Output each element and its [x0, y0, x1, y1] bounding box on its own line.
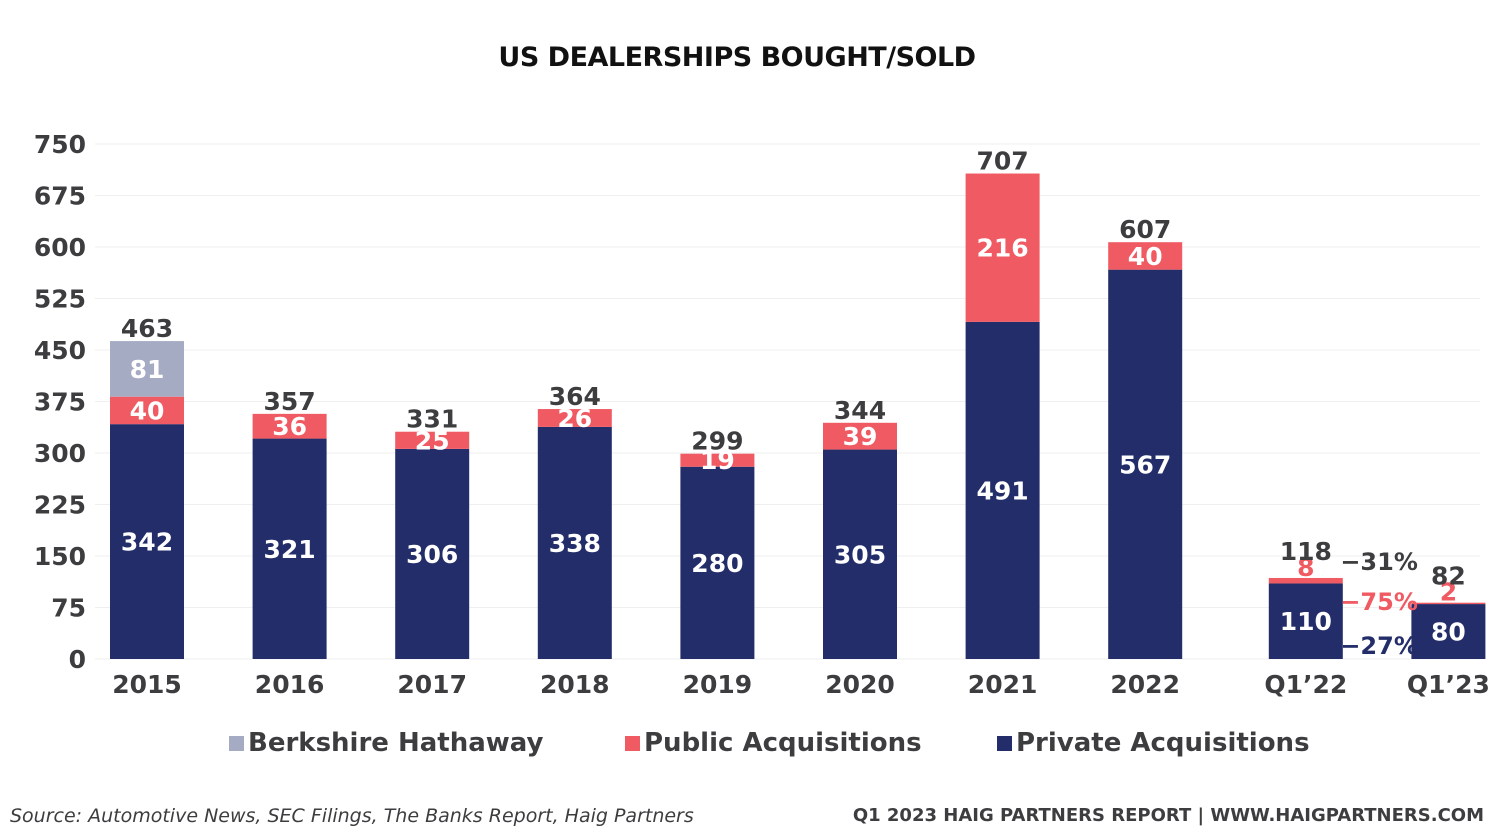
data-label: 19 — [700, 446, 735, 475]
data-label: 338 — [549, 529, 601, 558]
x-tick-label: 2015 — [112, 670, 182, 699]
data-label: 280 — [691, 549, 743, 578]
y-tick-label: 150 — [34, 542, 86, 571]
data-label: 8 — [1297, 553, 1314, 582]
x-tick-label: 2020 — [825, 670, 895, 699]
data-label: 567 — [1119, 450, 1171, 479]
legend-item-berkshire: Berkshire Hathaway — [229, 728, 543, 758]
total-label: 299 — [691, 427, 743, 456]
bar-private-acquisitions — [1108, 269, 1183, 659]
data-label: 81 — [130, 355, 165, 384]
bar-private-acquisitions — [965, 321, 1040, 659]
total-label: 357 — [264, 387, 316, 416]
y-tick-label: 450 — [34, 336, 86, 365]
x-tick-label: 2019 — [683, 670, 753, 699]
total-label: 364 — [549, 382, 601, 411]
data-label: 80 — [1431, 618, 1466, 647]
legend-label: Berkshire Hathaway — [248, 728, 544, 758]
x-tick-label: 2016 — [255, 670, 325, 699]
bar-public-acquisitions — [537, 409, 612, 427]
x-tick-label: 2021 — [968, 670, 1038, 699]
change-annotation: −31% — [1340, 548, 1418, 576]
change-annotation: −27% — [1340, 632, 1418, 660]
data-label: 110 — [1280, 607, 1332, 636]
data-label: 40 — [130, 396, 165, 425]
legend-swatch-public — [625, 735, 640, 751]
bar-public-acquisitions — [823, 422, 897, 450]
y-tick-label: 600 — [34, 233, 86, 262]
legend-swatch-berkshire — [229, 735, 244, 751]
data-label: 40 — [1128, 242, 1163, 271]
data-label: 306 — [406, 540, 458, 569]
bar-berkshire-hathaway — [110, 341, 184, 397]
y-tick-label: 75 — [51, 594, 86, 623]
total-label: 607 — [1119, 215, 1171, 244]
legend-item-public: Public Acquisitions — [625, 728, 922, 758]
bar-public-acquisitions — [680, 453, 755, 467]
x-axis-ticks: 2015 2016 2017 2018 2019 2020 2021 2022 Q1’22 Q1’… — [112, 670, 1490, 699]
legend-label: Public Acquisitions — [644, 728, 922, 758]
chart-title: US DEALERSHIPS BOUGHT/SOLD — [498, 42, 976, 73]
bar-private-acquisitions — [1268, 583, 1343, 659]
total-label: 82 — [1431, 562, 1466, 591]
x-tick-label: 2018 — [540, 670, 610, 699]
data-label: 25 — [415, 426, 450, 455]
bar-public-acquisitions — [252, 413, 327, 439]
data-label: 305 — [834, 540, 886, 569]
legend-item-private: Private Acquisitions — [997, 728, 1310, 758]
y-tick-label: 300 — [34, 439, 86, 468]
bar-public-acquisitions — [395, 431, 470, 449]
annotations: −31% −75% −27% — [1340, 548, 1418, 660]
data-label: 491 — [977, 476, 1029, 505]
bar-private-acquisitions — [823, 449, 897, 659]
legend-label: Private Acquisitions — [1016, 728, 1310, 758]
data-label: 36 — [272, 412, 307, 441]
y-tick-label: 375 — [34, 388, 86, 417]
x-tick-label: Q1’23 — [1407, 670, 1490, 699]
bar-private-acquisitions — [395, 448, 470, 659]
bar-public-acquisitions — [1268, 577, 1343, 584]
bar-public-acquisitions — [965, 173, 1040, 322]
total-label: 463 — [121, 314, 173, 343]
data-label: 26 — [557, 404, 592, 433]
bar-private-acquisitions — [110, 424, 184, 659]
data-label: 321 — [264, 535, 316, 564]
bar-public-acquisitions — [1411, 602, 1486, 605]
data-label: 216 — [977, 234, 1029, 263]
total-label: 707 — [977, 147, 1029, 176]
data-label: 2 — [1440, 578, 1457, 607]
bar-private-acquisitions — [680, 466, 755, 659]
y-axis-ticks: 0 75 150 225 300 375 450 525 600 675 750 — [34, 130, 86, 674]
y-tick-label: 675 — [34, 182, 86, 211]
change-annotation: −75% — [1340, 588, 1418, 616]
bar-private-acquisitions — [252, 438, 327, 659]
y-tick-label: 525 — [34, 285, 86, 314]
total-label: 118 — [1280, 537, 1332, 566]
total-label: 331 — [406, 405, 458, 434]
data-label: 39 — [843, 422, 878, 451]
legend-swatch-private — [997, 735, 1012, 751]
x-tick-label: Q1’22 — [1264, 670, 1347, 699]
data-label: 342 — [121, 528, 173, 557]
legend: Berkshire Hathaway Public Acquisitions P… — [0, 728, 1500, 768]
x-tick-label: 2017 — [397, 670, 467, 699]
y-tick-label: 750 — [34, 130, 86, 159]
bar-public-acquisitions — [1108, 242, 1183, 270]
bar-private-acquisitions — [537, 426, 612, 659]
data-labels: 3424081463321363573062533133826364280192… — [121, 147, 1466, 647]
y-tick-label: 0 — [69, 645, 86, 674]
total-label: 344 — [834, 396, 886, 425]
report-credit: Q1 2023 HAIG PARTNERS REPORT | WWW.HAIGP… — [852, 805, 1484, 826]
bar-public-acquisitions — [110, 396, 184, 425]
source-note: Source: Automotive News, SEC Filings, Th… — [10, 805, 694, 827]
y-tick-label: 225 — [34, 491, 86, 520]
bars — [110, 173, 1486, 659]
bar-private-acquisitions — [1411, 604, 1486, 659]
x-tick-label: 2022 — [1110, 670, 1180, 699]
